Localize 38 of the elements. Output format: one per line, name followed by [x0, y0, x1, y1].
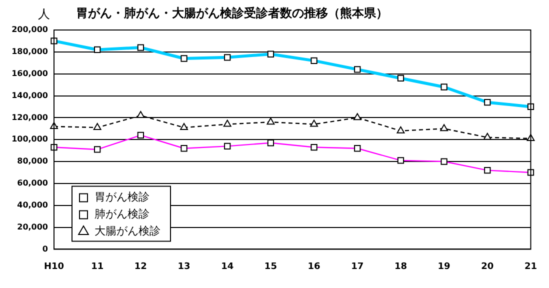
x-tick-label: 16 [308, 262, 320, 272]
point [93, 123, 102, 130]
x-tick-label: 21 [524, 262, 538, 272]
x-tick-label: 18 [394, 262, 407, 272]
x-tick-label: 12 [134, 262, 147, 272]
point [483, 132, 492, 140]
y-tick-label: 140,000 [12, 90, 48, 100]
legend-label: 大腸がん検診 [94, 224, 160, 238]
x-tick-label: 14 [221, 262, 234, 272]
point [396, 126, 405, 134]
x-tick-label: 11 [91, 262, 104, 272]
x-tick-label: 20 [481, 262, 494, 272]
y-tick-label: 120,000 [12, 112, 48, 122]
chart-title: 胃がん・肺がん・大腸がん検診受診者数の推移（熊本県） [76, 5, 388, 22]
point [440, 124, 448, 132]
y-tick-label: 180,000 [12, 47, 48, 56]
y-axis-title: 人 [38, 6, 50, 23]
y-tick-label: 40,000 [17, 200, 48, 210]
x-tick-label: 19 [438, 262, 450, 272]
legend-label: 胃がん検診 [94, 190, 150, 204]
x-tick-label: 15 [264, 262, 277, 272]
y-tick-label: 60,000 [17, 178, 48, 188]
legend-label: 肺がん検診 [94, 208, 150, 221]
x-tick-label: 17 [351, 262, 364, 272]
x-tick-label: H10 [44, 262, 64, 272]
point [180, 123, 188, 130]
point [136, 110, 145, 118]
y-tick-label: 200,000 [12, 25, 48, 34]
point [353, 113, 362, 120]
y-tick-label: 100,000 [12, 134, 48, 144]
y-tick-label: 80,000 [17, 156, 48, 166]
x-tick-label: 13 [178, 262, 190, 272]
y-tick-label: 20,000 [17, 222, 48, 232]
y-tick-label: 160,000 [12, 68, 48, 78]
point [266, 118, 275, 125]
point [223, 120, 232, 127]
point [310, 120, 318, 127]
y-tick-label: 0 [42, 244, 48, 254]
